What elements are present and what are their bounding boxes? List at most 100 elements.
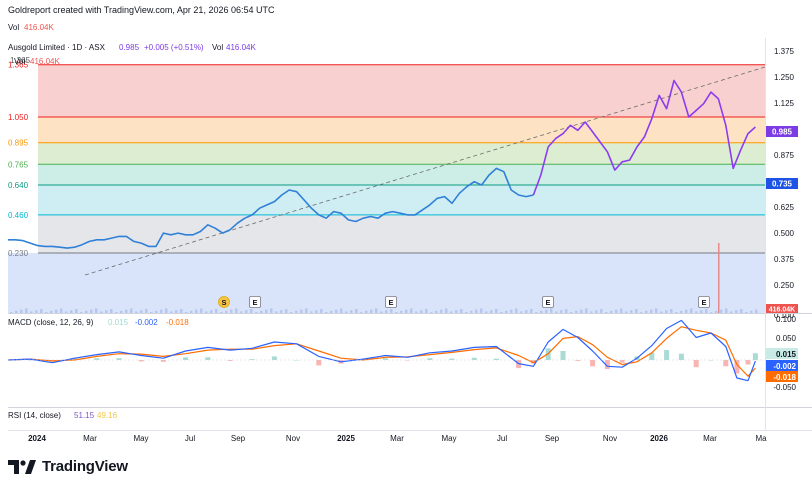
level-badge-text: 0.735 — [772, 180, 793, 189]
volume-bar — [15, 310, 18, 313]
volume-bar — [415, 311, 418, 313]
price-axis-tick: 0.875 — [774, 151, 795, 160]
volume-bar — [750, 310, 753, 313]
volume-bar — [60, 308, 63, 313]
split-marker: S — [221, 298, 226, 307]
volume-bar — [105, 310, 108, 313]
macd-line — [8, 319, 756, 382]
volume-bar — [405, 309, 408, 313]
price-line-segment — [532, 79, 756, 196]
fib-level-label: 0.230 — [8, 249, 29, 258]
volume-bar — [250, 309, 253, 313]
macd-histogram-bar — [649, 352, 655, 360]
price-axis-tick: 0.250 — [774, 281, 795, 290]
volume-bar — [160, 309, 163, 313]
volume-bar — [20, 309, 23, 313]
volume-bar — [635, 309, 638, 313]
fib-band — [38, 185, 765, 215]
volume-bar — [280, 310, 283, 313]
volume-bar — [380, 311, 383, 313]
volume-bar — [185, 312, 188, 313]
macd-histogram-bar — [604, 360, 610, 369]
split-marker-circle — [218, 296, 230, 308]
volume-bar — [225, 310, 228, 313]
volume-bar — [305, 308, 308, 313]
volume-bar — [320, 309, 323, 313]
macd-axis: 0.100 0.050 0.015 -0.002 -0.018-0.050 — [766, 315, 798, 392]
volume-bar — [685, 309, 688, 313]
time-axis-tick: Sep — [545, 434, 560, 443]
volume-bar — [595, 310, 598, 313]
volume-bar — [730, 311, 733, 313]
volume-bar — [255, 312, 258, 313]
price-line-segment — [8, 167, 534, 249]
macd-histogram-bar — [249, 359, 255, 360]
volume-bar — [690, 308, 693, 313]
tradingview-logo[interactable]: TradingView — [8, 458, 128, 475]
volume-bar — [610, 310, 613, 313]
price-axis-tick: 0.100 — [774, 311, 795, 320]
volume-bar — [360, 312, 363, 313]
volume-bar — [490, 310, 493, 313]
fib-level-label: 0.460 — [8, 211, 29, 220]
volume-bar — [745, 312, 748, 313]
macd-histogram-bar — [27, 360, 33, 361]
volume-bar — [420, 310, 423, 313]
volume-bar — [645, 310, 648, 313]
volume-bar — [205, 311, 208, 313]
volume-bar — [615, 309, 618, 313]
volume-bar — [485, 311, 488, 313]
volume-bar — [460, 309, 463, 313]
volume-bar — [695, 311, 698, 313]
volume-bar — [50, 310, 53, 313]
legend-vol-value: 416.04K — [226, 43, 256, 52]
earnings-marker-box — [542, 296, 554, 308]
volume-bar — [200, 308, 203, 313]
volume-bar — [100, 311, 103, 313]
volume-bar — [545, 309, 548, 313]
legend-ghost-vol-label: Vol — [14, 57, 25, 66]
volume-bar — [450, 311, 453, 313]
fibonacci-levels — [38, 64, 765, 254]
rsi-ma-value: 49.16 — [97, 411, 118, 420]
time-axis-tick: Mar — [703, 434, 717, 443]
volume-bar — [285, 309, 288, 313]
volume-bar — [495, 309, 498, 313]
volume-bar — [210, 310, 213, 313]
macd-signal-line — [8, 326, 756, 377]
volume-bar — [540, 310, 543, 313]
volume-bar — [500, 312, 503, 313]
volume-bar — [145, 309, 148, 313]
volume-bar — [170, 311, 173, 313]
macd-histogram-bar — [160, 360, 166, 362]
volume-bar — [70, 310, 73, 313]
volume-bar — [235, 308, 238, 313]
volume-spike — [718, 243, 720, 313]
price-axis-tick: 1.125 — [774, 99, 795, 108]
volume-bar — [240, 311, 243, 313]
volume-bar — [625, 311, 628, 313]
volume-bar — [425, 309, 428, 313]
volume-bar — [670, 309, 673, 313]
volume-bar — [515, 308, 518, 313]
macd-histogram-bar — [72, 358, 78, 360]
volume-bar — [505, 310, 508, 313]
time-axis-tick: Nov — [603, 434, 617, 443]
volume-bar — [755, 309, 758, 313]
price-series — [8, 79, 756, 249]
tradingview-logo-text: TradingView — [42, 458, 128, 475]
volume-bar — [150, 312, 153, 313]
volume-bar — [650, 309, 653, 313]
volume-bar — [165, 308, 168, 313]
volume-bar — [395, 312, 398, 313]
volume-bar — [410, 308, 413, 313]
volume-bar — [620, 308, 623, 313]
volume-bar — [330, 310, 333, 313]
volume-bar — [735, 310, 738, 313]
level-badge — [766, 178, 798, 189]
volume-bar — [665, 310, 668, 313]
volume-bar — [565, 309, 568, 313]
volume-bar — [445, 308, 448, 313]
